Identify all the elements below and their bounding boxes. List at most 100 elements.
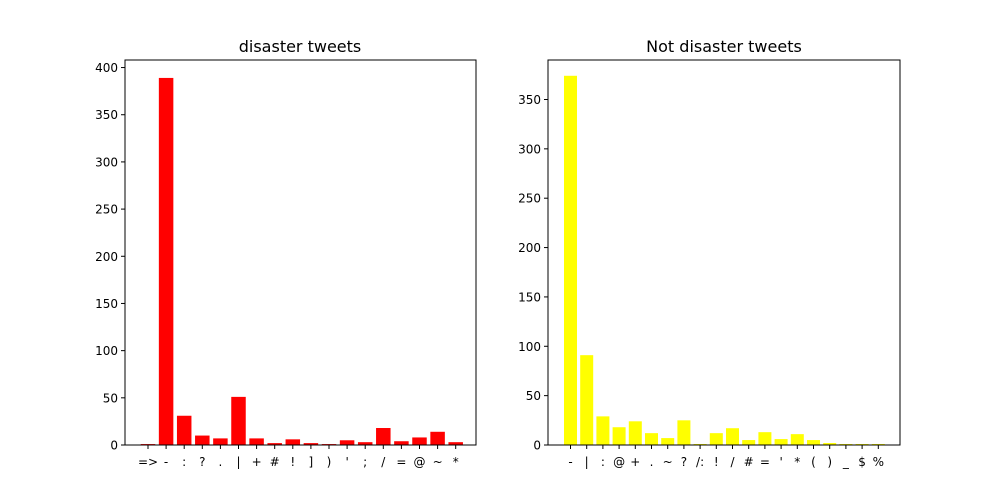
bar-9 [303, 443, 319, 445]
x-tick-label: : [601, 455, 605, 469]
x-tick-label: ! [714, 455, 719, 469]
x-tick-label: ) [827, 455, 832, 469]
x-tick-label: # [270, 455, 280, 469]
bar-4 [213, 438, 228, 445]
y-tick-label: 150 [518, 290, 541, 304]
x-tick-label: /: [696, 455, 704, 469]
bar-6 [661, 438, 675, 445]
bar-9 [709, 433, 723, 445]
x-tick-label: @ [414, 455, 426, 469]
x-tick-label: - [164, 455, 168, 469]
chart-title: disaster tweets [239, 37, 362, 56]
y-tick-label: 250 [95, 203, 118, 217]
x-tick-label: ' [345, 455, 348, 469]
x-tick-label: : [182, 455, 186, 469]
bar-7 [677, 420, 691, 445]
y-tick-label: 0 [110, 439, 118, 453]
bar-13 [774, 439, 788, 445]
x-tick-label: / [381, 455, 386, 469]
x-tick-label: => [138, 455, 158, 469]
disaster-tweets-chart: disaster tweets 0 50 100 150 200 250 300 350 400… [95, 37, 477, 469]
bar-0 [564, 75, 577, 445]
x-tick-label: . [218, 455, 222, 469]
x-tick-label: @ [613, 455, 625, 469]
x-tick-label: | [585, 455, 589, 469]
chart-title: Not disaster tweets [646, 37, 802, 56]
bar-3 [195, 435, 210, 445]
x-tick-label: ! [290, 455, 295, 469]
bar-12 [758, 432, 772, 445]
bar-14 [394, 441, 409, 445]
bar-15 [412, 437, 427, 445]
y-tick-label: 200 [518, 241, 541, 255]
bar-11 [742, 440, 756, 445]
bar-16 [430, 431, 445, 445]
bar-4 [628, 421, 642, 445]
x-tick-label: ) [327, 455, 332, 469]
x-tick-label: ' [779, 455, 782, 469]
bar-15 [807, 440, 820, 445]
bar-10 [726, 428, 739, 445]
y-tick-label: 400 [95, 61, 118, 75]
x-tick-label: ? [199, 455, 205, 469]
not-disaster-tweets-chart: Not disaster tweets 0 50 100 150 200 250 300 35… [518, 37, 901, 469]
x-tick-label: * [794, 455, 800, 469]
x-tick-label: - [568, 455, 572, 469]
bar-13 [376, 428, 391, 445]
x-tick-label: % [873, 455, 884, 469]
x-tick-label: ; [363, 455, 367, 469]
bar-2 [596, 416, 610, 445]
x-tick-label: # [744, 455, 754, 469]
bar-16 [823, 443, 837, 445]
x-tick-label: = [396, 455, 406, 469]
y-tick-label: 50 [103, 391, 118, 405]
x-tick-label: ? [681, 455, 687, 469]
bar-1 [580, 355, 594, 445]
x-axis-ticks: - |: @ +. ~? /:! / # = ' * () _ $% [568, 445, 884, 469]
x-axis-ticks: => -:?. | + #!]) '; / = @ ~ * [138, 445, 459, 469]
x-tick-label: * [453, 455, 459, 469]
x-tick-label: $ [858, 455, 866, 469]
bar-7 [267, 443, 282, 445]
bar-12 [357, 442, 373, 445]
bar-6 [249, 438, 264, 445]
x-tick-label: ~ [663, 455, 673, 469]
y-tick-label: 300 [95, 155, 118, 169]
bar-11 [339, 440, 355, 445]
x-tick-label: + [252, 455, 262, 469]
y-tick-label: 300 [518, 142, 541, 156]
bar-2 [176, 415, 192, 445]
x-tick-label: ] [309, 455, 314, 469]
x-tick-label: | [236, 455, 240, 469]
bars [140, 77, 463, 446]
x-tick-label: _ [842, 455, 850, 469]
bar-3 [612, 427, 626, 445]
bar-1 [158, 77, 174, 446]
bar-17 [448, 442, 463, 445]
y-tick-label: 100 [95, 344, 118, 358]
bar-8 [285, 439, 301, 445]
axes-frame [124, 59, 477, 446]
y-tick-label: 150 [95, 297, 118, 311]
y-tick-label: 100 [518, 340, 541, 354]
y-tick-label: 350 [95, 108, 118, 122]
y-tick-label: 50 [526, 389, 541, 403]
y-axis-ticks: 0 50 100 150 200 250 300 350 [518, 93, 548, 453]
x-tick-label: = [760, 455, 770, 469]
y-tick-label: 350 [518, 93, 541, 107]
y-tick-label: 250 [518, 192, 541, 206]
x-tick-label: . [650, 455, 654, 469]
x-tick-label: ~ [433, 455, 443, 469]
x-tick-label: / [730, 455, 735, 469]
bar-5 [231, 396, 246, 446]
y-tick-label: 200 [95, 250, 118, 264]
bar-5 [645, 433, 658, 445]
x-tick-label: ( [811, 455, 816, 469]
y-axis-ticks: 0 50 100 150 200 250 300 350 400 [95, 61, 125, 453]
axes-frame [547, 59, 901, 446]
x-tick-label: + [630, 455, 640, 469]
bar-14 [790, 434, 804, 445]
y-tick-label: 0 [533, 439, 541, 453]
